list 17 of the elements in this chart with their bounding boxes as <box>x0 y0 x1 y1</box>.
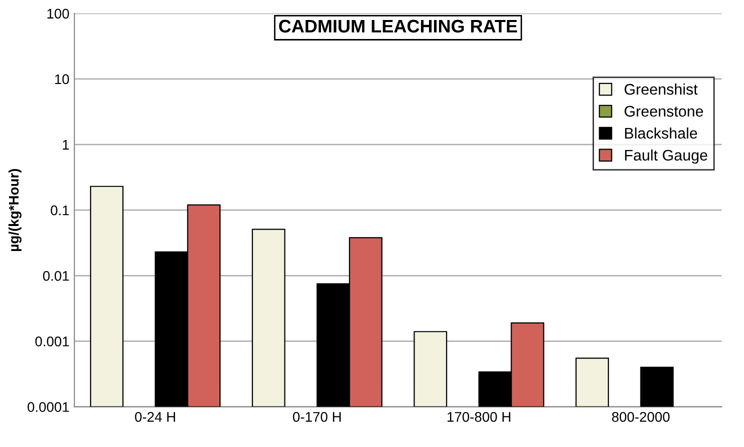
y-tick-label: 10 <box>55 74 69 84</box>
y-tick-label: 0.001 <box>35 336 69 346</box>
x-tick-label: 0-24 H <box>135 412 176 422</box>
legend-label: Greenshist <box>624 84 698 95</box>
y-tick-label: 1 <box>62 140 69 150</box>
legend-label: Fault Gauge <box>625 149 708 164</box>
y-axis-title: µg/(kg*Hour) <box>8 168 22 251</box>
x-tick-label: 170-800 H <box>448 412 510 422</box>
y-tick-label: 0.1 <box>50 205 69 216</box>
x-tick-label: 0-170 H <box>292 412 341 422</box>
chart-title: CADMIUM LEACHING RATE <box>279 20 518 33</box>
legend-label: Blackshale <box>625 127 698 139</box>
y-tick-label: 0.0001 <box>28 402 69 412</box>
x-tick-label: 800-2000 <box>612 412 670 422</box>
legend-label: Greenstone <box>624 106 704 117</box>
y-tick-label: 0.01 <box>43 270 69 281</box>
y-tick-label: 100 <box>47 8 69 19</box>
